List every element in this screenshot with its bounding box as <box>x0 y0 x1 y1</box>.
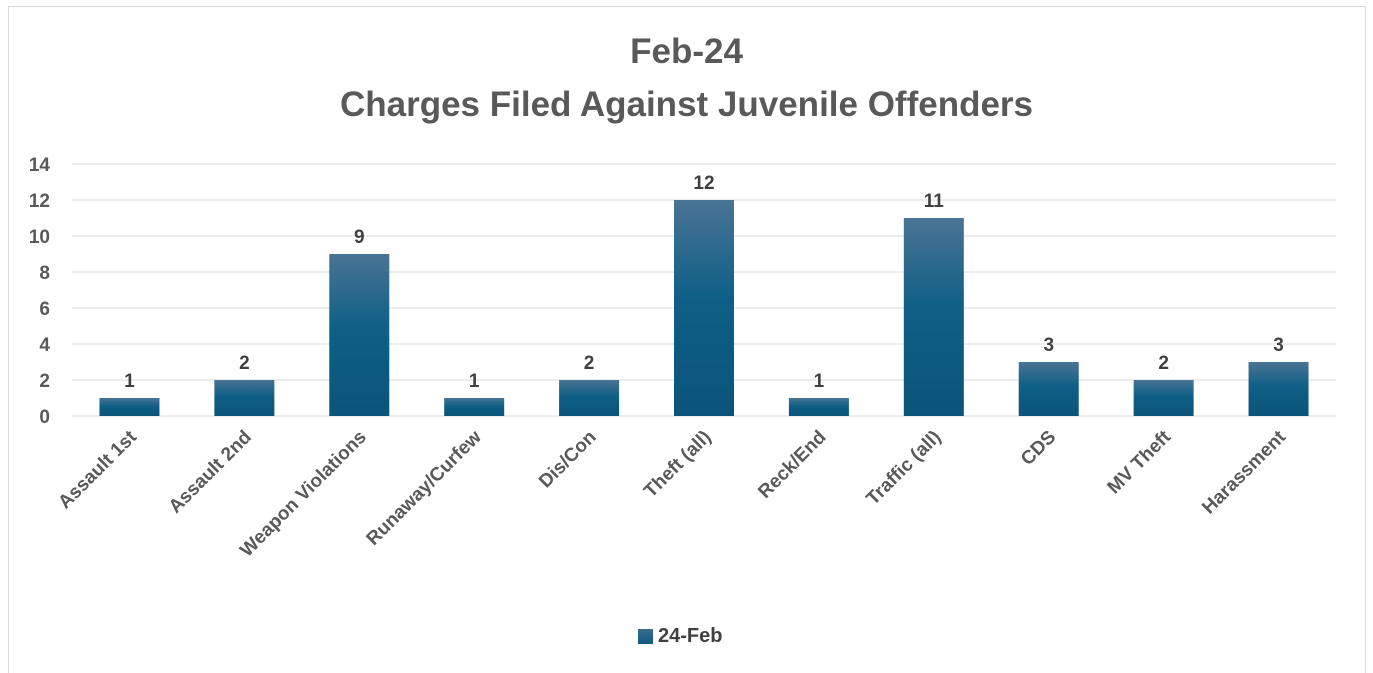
x-tick-label: Assault 1st <box>54 426 141 513</box>
bar <box>903 218 964 416</box>
y-axis: 0 2 4 6 8 10 12 14 <box>29 155 51 428</box>
legend-label: 24-Feb <box>658 624 723 647</box>
x-tick-label: Harassment <box>1198 426 1290 518</box>
data-label: 9 <box>354 227 365 248</box>
y-tick-label: 6 <box>39 299 50 320</box>
x-tick-label: Reck/End <box>754 427 830 503</box>
bar <box>674 200 734 416</box>
bar <box>329 254 390 416</box>
y-tick-label: 14 <box>29 155 51 176</box>
bar <box>1018 362 1079 416</box>
bar <box>1133 380 1194 416</box>
x-tick-label: CDS <box>1017 427 1060 470</box>
data-label: 3 <box>1043 335 1054 356</box>
bar <box>444 398 505 416</box>
x-tick-label: Traffic (all) <box>863 427 946 510</box>
x-tick-label: Theft (all) <box>640 427 715 502</box>
y-tick-label: 2 <box>39 371 50 392</box>
data-label: 2 <box>239 353 250 374</box>
x-tick-label: Weapon Violations <box>236 427 371 562</box>
x-tick-label: Dis/Con <box>535 427 601 493</box>
data-label: 1 <box>124 371 135 392</box>
y-tick-label: 12 <box>29 191 50 212</box>
x-tick-label: Runaway/Curfew <box>363 427 486 550</box>
bars <box>99 200 1309 416</box>
y-tick-label: 10 <box>29 227 50 248</box>
bar <box>1248 362 1309 416</box>
bar <box>99 398 160 416</box>
chart-title: Feb-24 <box>630 32 743 71</box>
y-tick-label: 0 <box>39 407 50 428</box>
bar <box>788 398 849 416</box>
data-label: 1 <box>469 371 480 392</box>
chart-subtitle: Charges Filed Against Juvenile Offenders <box>339 85 1034 124</box>
data-label: 2 <box>1158 353 1169 374</box>
legend-swatch <box>638 628 653 644</box>
data-label: 3 <box>1273 335 1284 356</box>
bar <box>559 380 620 416</box>
x-tick-label: MV Theft <box>1104 426 1176 498</box>
data-label: 11 <box>924 191 945 212</box>
bar <box>214 380 275 416</box>
data-label: 1 <box>814 371 825 392</box>
data-label: 12 <box>693 173 714 194</box>
data-label: 2 <box>584 353 595 374</box>
y-tick-label: 4 <box>39 335 50 356</box>
y-tick-label: 8 <box>39 263 50 284</box>
x-tick-label: Assault 2nd <box>165 427 256 518</box>
legend: 24-Feb <box>638 624 722 648</box>
